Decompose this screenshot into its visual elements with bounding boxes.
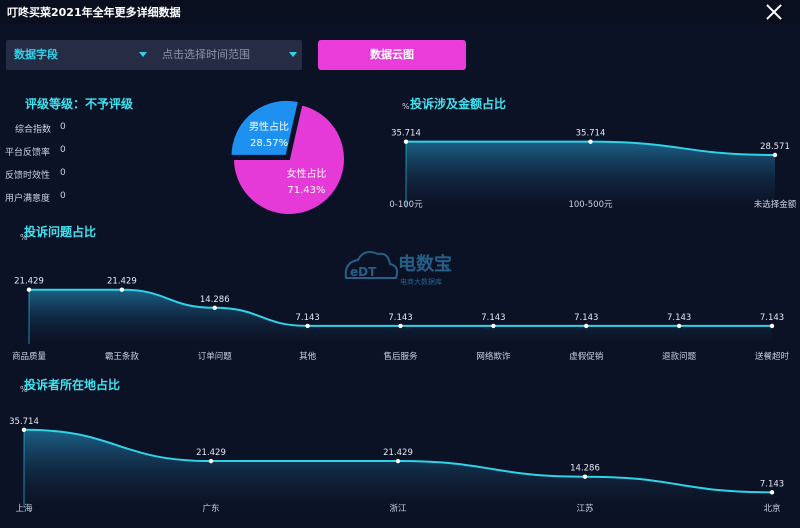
x-tick-label: 网络欺诈 [476,351,511,362]
data-label: 7.143 [574,313,598,323]
data-label: 7.143 [295,313,319,323]
title-bar: 叮咚买菜2021年全年更多详细数据 [0,0,800,24]
pie-slice [231,103,346,216]
data-label: 14.286 [200,295,230,305]
x-tick-label: 送餐超时 [755,351,790,362]
x-tick-label: 北京 [763,503,780,514]
rating-title: 评级等级：不予评级 [25,97,134,111]
data-label: 14.286 [570,464,600,474]
area-fill [24,429,772,508]
gender-pie-chart: 男性占比 28.57% 女性占比 71.43% [229,98,346,216]
data-point [769,490,775,495]
data-point [395,458,401,464]
x-tick-label: 订单问题 [198,351,233,362]
rating-label: 综合指数 [15,125,52,135]
rating-label: 平台反馈率 [5,148,51,158]
x-tick-label: 浙江 [389,503,407,514]
x-tick-label: 江苏 [576,503,594,514]
data-point [212,305,217,311]
x-tick-label: 广东 [202,503,219,514]
y-unit-label: % [402,102,410,111]
field-select-label: 数据字段 [14,48,58,61]
amount-area-chart: % 35.714 0-100元 35.714 100-500元 28.571 未选择金额 [389,102,797,210]
issue-area-chart: % 21.429 商品质量 21.429 霸王条款 14.286 订单问题 7.143 其他 7.… [12,233,790,362]
x-tick-label: 售后服务 [383,351,418,362]
close-icon[interactable] [764,2,784,22]
data-point [305,323,310,329]
data-label: 28.571 [760,142,790,152]
pie-slice-label: 男性占比 [249,120,289,133]
date-range-placeholder: 点击选择时间范围 [162,48,250,61]
x-tick-label: 0-100元 [389,200,423,210]
y-unit-label: % [20,233,28,242]
x-tick-label: 未选择金额 [754,199,797,210]
data-point [588,139,593,144]
data-cloud-button[interactable]: 数据云图 [318,40,466,70]
data-point [21,427,27,432]
area-fill [406,141,775,208]
x-tick-label: 霸王条款 [105,351,140,362]
date-range-picker[interactable]: 点击选择时间范围 [156,40,302,70]
rating-value: 0 [60,122,66,132]
data-label: 7.143 [667,313,691,323]
area-fill [29,289,772,344]
chevron-down-icon [289,52,297,57]
x-tick-label: 100-500元 [568,200,613,210]
rating-value: 0 [60,191,66,201]
x-tick-label: 上海 [15,503,33,514]
data-label: 35.714 [9,417,39,427]
data-point [26,287,32,292]
x-tick-label: 其他 [299,351,317,362]
rating-label: 用户满意度 [5,194,51,204]
data-point [208,458,214,464]
data-label: 35.714 [391,129,421,139]
watermark-logo: eDT 电数宝 电商大数据库 [340,244,470,296]
amount-chart-title: 投诉涉及金额占比 [410,97,507,111]
rating-value: 0 [60,145,66,155]
data-label: 7.143 [481,313,505,323]
data-label: 7.143 [760,479,784,489]
window-title: 叮咚买菜2021年全年更多详细数据 [7,6,181,19]
data-point [584,323,589,329]
chevron-down-icon [139,52,147,57]
watermark-brand: 电数宝 [398,253,452,275]
pie-slice-value: 28.57% [250,138,288,149]
data-point [582,474,588,479]
data-label: 7.143 [760,313,784,323]
field-select[interactable]: 数据字段 [6,40,156,70]
x-tick-label: 商品质量 [12,351,47,362]
data-point [772,152,778,158]
rating-label: 反馈时效性 [5,171,51,181]
location-area-chart: % 35.714 上海 21.429 广东 21.429 浙江 14.286 江苏 7.143 北京 [9,385,784,514]
watermark-sub: 电商大数据库 [400,277,442,286]
pie-slice-label: 女性占比 [286,167,326,180]
y-unit-label: % [20,385,28,394]
data-label: 21.429 [196,448,226,458]
rating-value: 0 [60,168,66,178]
data-point [676,323,682,329]
location-chart-title: 投诉者所在地占比 [24,378,121,392]
data-label: 7.143 [388,313,412,323]
x-tick-label: 虚假促销 [569,351,604,362]
data-label: 21.429 [107,277,137,287]
pie-slice-value: 71.43% [287,185,325,196]
pie-slice [229,98,301,157]
watermark-logo-text: eDT [350,265,377,279]
issue-chart-title: 投诉问题占比 [24,225,97,239]
data-point [769,323,775,329]
data-point [491,323,496,329]
data-point [119,287,125,292]
data-label: 21.429 [14,277,44,287]
x-tick-label: 退款问题 [662,351,697,362]
filter-bar: 数据字段 点击选择时间范围 [6,40,302,70]
data-point [398,323,403,329]
data-label: 35.714 [576,129,606,139]
data-point [403,139,409,144]
data-label: 21.429 [383,448,413,458]
